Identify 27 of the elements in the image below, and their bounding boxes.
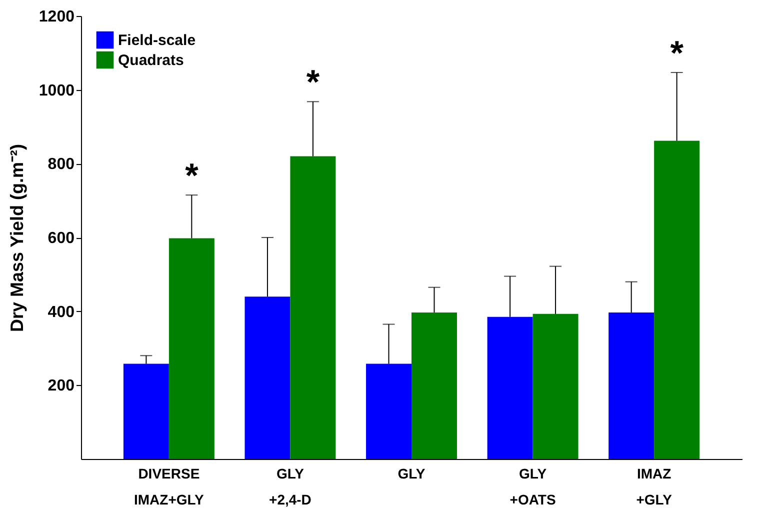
x-tick-label: GLY +2,4-D (269, 466, 312, 508)
annotation: * (670, 34, 684, 72)
x-tick-label: GLY (398, 466, 426, 482)
y-tick-label: 400 (48, 304, 75, 321)
y-tick-label: 200 (48, 378, 75, 395)
y-tick-label: 1000 (38, 82, 75, 100)
legend-label: Field-scale (118, 32, 196, 49)
bar (412, 312, 457, 459)
bar (168, 238, 214, 459)
bar (487, 316, 533, 459)
bar (654, 140, 700, 459)
bar (532, 314, 578, 459)
bar (123, 364, 169, 459)
y-tick-label: 1200 (38, 8, 75, 26)
bar (244, 296, 290, 459)
x-tick-label: IMAZ +GLY (636, 466, 673, 508)
annotation: * (185, 157, 200, 196)
annotation: * (306, 64, 320, 102)
x-tick-label: GLY +OATS (510, 466, 556, 508)
y-axis-title: Dry Mass Yield (g.m⁻²) (6, 144, 27, 332)
x-tick-label: DIVERSE IMAZ+GLY (134, 466, 205, 508)
bar (290, 156, 336, 459)
legend-label: Quadrats (118, 52, 184, 69)
bar (366, 364, 412, 459)
y-tick-label: 800 (48, 156, 75, 174)
y-tick-label: 600 (48, 230, 75, 247)
bar (608, 312, 654, 459)
